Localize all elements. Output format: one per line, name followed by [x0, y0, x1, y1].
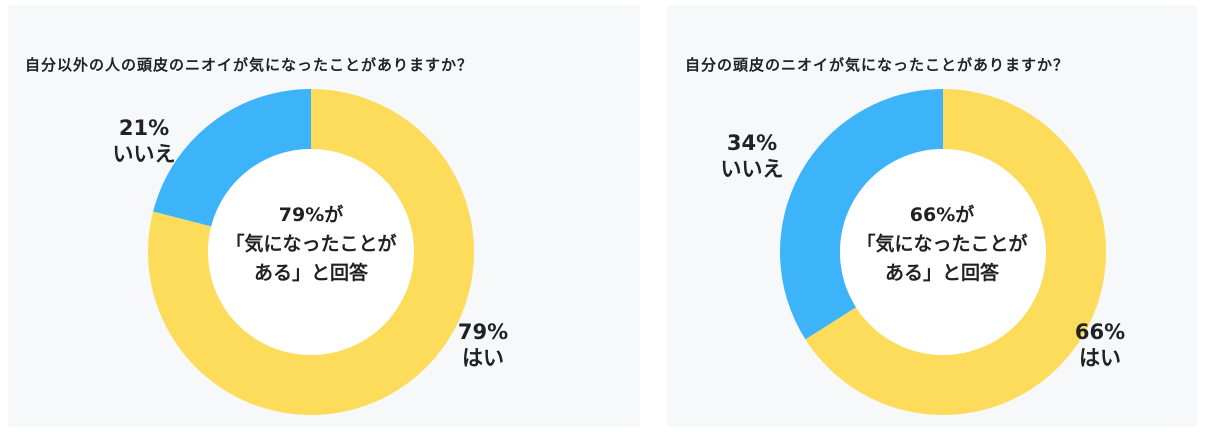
center-text-line: 66%が	[909, 204, 975, 226]
slice-yes	[805, 89, 1106, 416]
slice-no	[153, 89, 311, 227]
slice-no	[780, 89, 943, 340]
donut-hole	[840, 149, 1046, 355]
slice-category-label: いいえ	[112, 142, 176, 166]
slice-label-no: 34% いいえ	[712, 130, 792, 182]
slice-value-label: 79%	[457, 320, 509, 344]
center-text-line: ある」と回答	[253, 262, 368, 284]
center-text-line: 79%が	[278, 204, 344, 226]
slice-category-label: はい	[1079, 346, 1121, 370]
center-text-line: 「気になったことが	[225, 233, 397, 255]
slice-label-yes: 66% はい	[1065, 319, 1135, 371]
slice-category-label: いいえ	[720, 157, 784, 181]
slice-yes	[147, 89, 475, 415]
center-text: 66%が 「気になったことが ある」と回答	[842, 201, 1042, 288]
donut-hole	[208, 149, 414, 355]
center-text-line: 「気になったことが	[856, 233, 1028, 255]
slice-category-label: はい	[462, 346, 504, 370]
slice-value-label: 34%	[726, 131, 778, 155]
center-text-line: ある」と回答	[884, 262, 999, 284]
chart-title: 自分の頭皮のニオイが気になったことがありますか？	[685, 56, 1070, 74]
chart-panel-right: 自分の頭皮のニオイが気になったことがありますか？ 66%が 「気になったことが …	[667, 5, 1197, 427]
center-text: 79%が 「気になったことが ある」と回答	[211, 201, 411, 288]
donut-chart	[780, 89, 1106, 416]
slice-label-yes: 79% はい	[448, 319, 518, 371]
chart-title: 自分以外の人の頭皮のニオイが気になったことがありますか？	[25, 56, 474, 74]
slice-label-no: 21% いいえ	[109, 115, 179, 167]
slice-value-label: 66%	[1074, 320, 1126, 344]
chart-panel-left: 自分以外の人の頭皮のニオイが気になったことがありますか？ 79%が 「気になった…	[8, 5, 640, 427]
donut-chart	[147, 89, 475, 415]
slice-value-label: 21%	[118, 116, 170, 140]
